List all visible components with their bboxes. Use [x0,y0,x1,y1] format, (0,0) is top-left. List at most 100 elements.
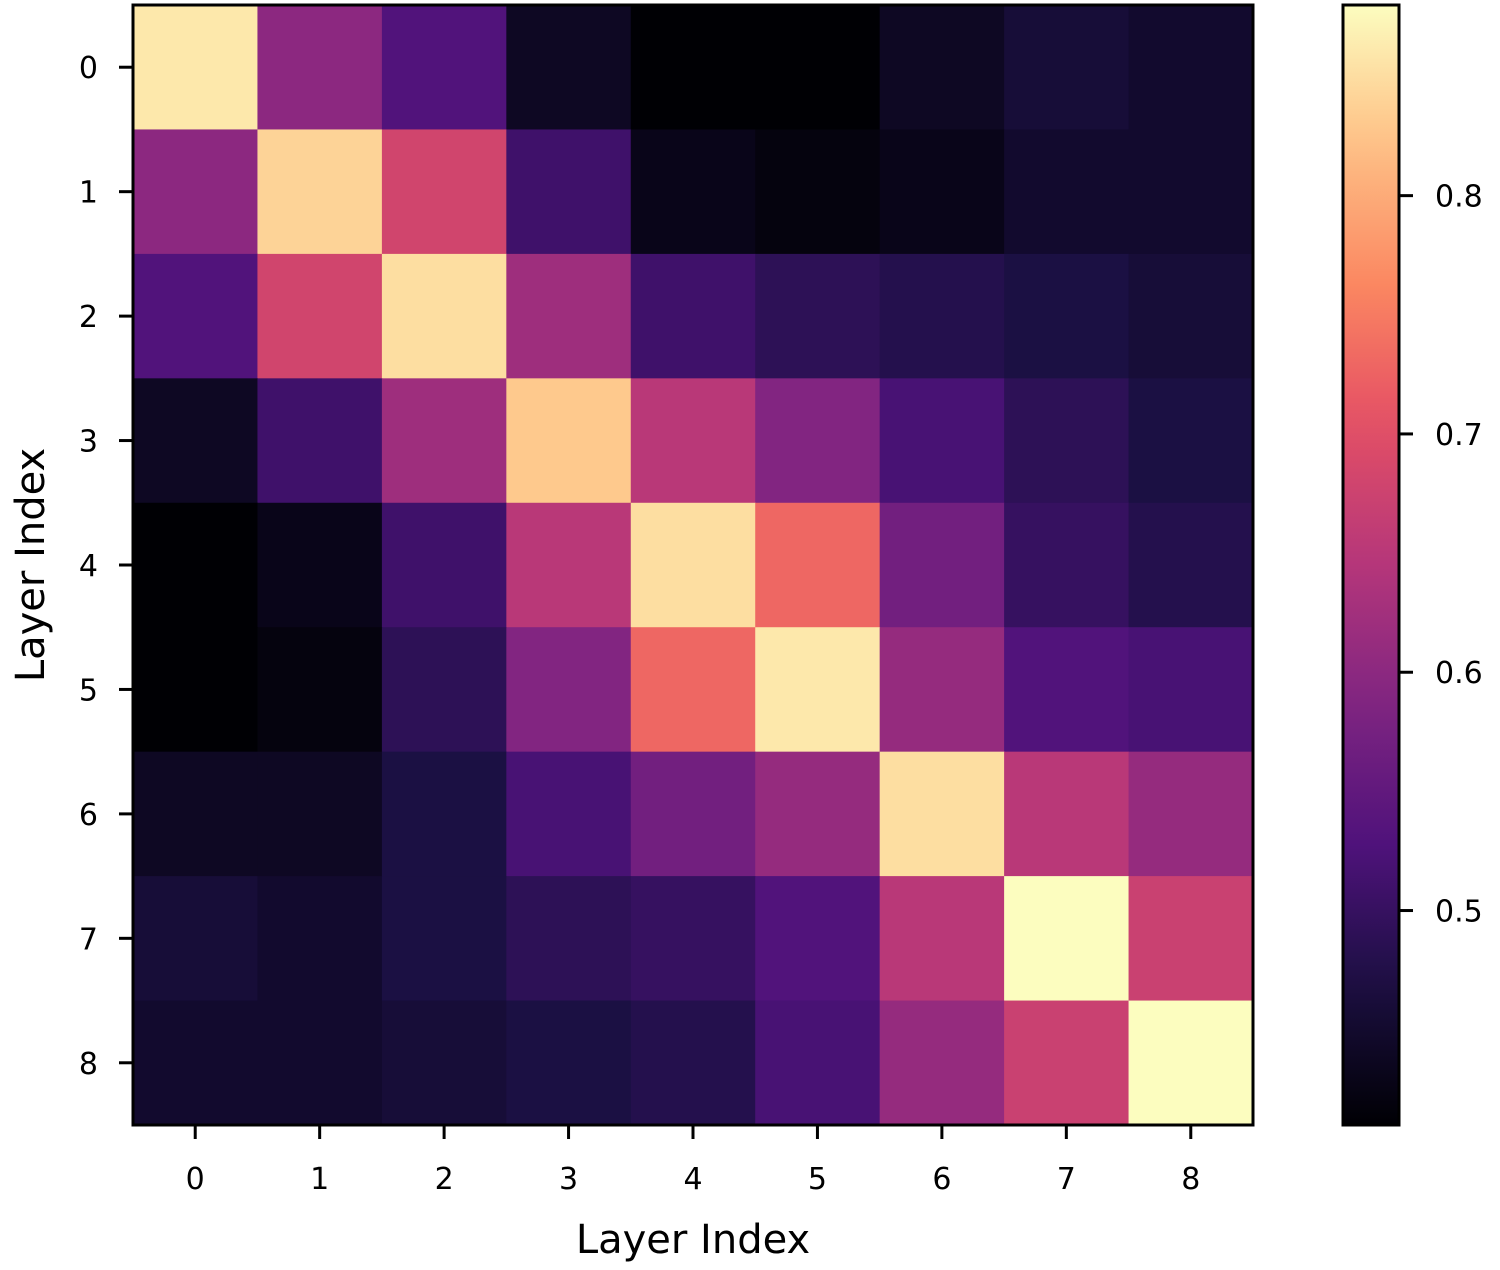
heatmap-cell-5-8 [1128,627,1254,753]
y-tick-label-6: 6 [79,798,98,833]
heatmap-cell-6-7 [1004,751,1130,877]
heatmap-cell-6-1 [257,751,383,877]
heatmap-cell-0-1 [257,5,383,130]
heatmap-cell-0-3 [506,5,632,130]
heatmap-cell-0-8 [1128,5,1254,130]
x-tick-label-5: 5 [808,1162,827,1197]
heatmap-cell-8-6 [879,1000,1005,1126]
heatmap-cell-1-7 [1004,129,1130,255]
heatmap-cell-1-6 [879,129,1005,255]
y-tick-label-5: 5 [79,673,98,708]
heatmap-cell-8-0 [133,1000,258,1126]
y-tick-label-0: 0 [79,51,98,86]
heatmap-cell-4-8 [1128,502,1254,628]
x-tick-label-2: 2 [435,1162,454,1197]
heatmap-cell-1-0 [133,129,258,255]
y-tick-label-3: 3 [79,425,98,460]
heatmap-cell-7-0 [133,876,258,1002]
heatmap-cell-7-2 [381,876,507,1002]
x-tick-label-7: 7 [1057,1162,1076,1197]
heatmap-cell-8-5 [755,1000,881,1126]
heatmap-cell-5-5 [755,627,881,753]
x-tick-label-0: 0 [186,1162,205,1197]
heatmap-cell-5-6 [879,627,1005,753]
heatmap-cell-2-6 [879,253,1005,379]
heatmap-cell-8-3 [506,1000,632,1126]
heatmap-cell-1-5 [755,129,881,255]
y-tick-label-8: 8 [79,1047,98,1082]
heatmap-cell-3-6 [879,378,1005,504]
heatmap-cell-5-1 [257,627,383,753]
heatmap-cell-7-7 [1004,876,1130,1002]
heatmap-cell-5-2 [381,627,507,753]
heatmap-cell-5-7 [1004,627,1130,753]
colorbar-ticks: 0.5 0.6 0.7 0.8 [1399,180,1483,930]
heatmap-cell-3-3 [506,378,632,504]
heatmap-cell-0-2 [381,5,507,130]
heatmap-cell-3-0 [133,378,258,504]
heatmap-cell-4-5 [755,502,881,628]
heatmap-cell-3-8 [1128,378,1254,504]
heatmap-cell-8-1 [257,1000,383,1126]
heatmap-cell-1-2 [381,129,507,255]
heatmap-cell-0-0 [133,5,258,130]
heatmap-cell-0-7 [1004,5,1130,130]
heatmap-cell-2-8 [1128,253,1254,379]
heatmap-cell-8-8 [1128,1000,1254,1126]
heatmap-cell-6-2 [381,751,507,877]
heatmap-cell-3-4 [630,378,756,504]
heatmap-cell-2-5 [755,253,881,379]
heatmap-cell-4-1 [257,502,383,628]
heatmap-cell-4-2 [381,502,507,628]
colorbar [1343,5,1399,1125]
heatmap-cell-5-0 [133,627,258,753]
heatmap-cell-7-6 [879,876,1005,1002]
heatmap-cell-7-5 [755,876,881,1002]
colorbar-tick-label-3: 0.8 [1435,180,1483,215]
heatmap-cell-6-6 [879,751,1005,877]
heatmap-cell-7-8 [1128,876,1254,1002]
x-tick-label-1: 1 [310,1162,329,1197]
heatmap-cell-6-4 [630,751,756,877]
heatmap-cell-0-6 [879,5,1005,130]
heatmap-cell-8-4 [630,1000,756,1126]
heatmap-cell-4-4 [630,502,756,628]
y-axis-label: Layer Index [8,448,54,682]
heatmap-cell-3-5 [755,378,881,504]
heatmap-cell-0-5 [755,5,881,130]
heatmap-cell-4-3 [506,502,632,628]
heatmap-cell-3-2 [381,378,507,504]
heatmap-cell-4-7 [1004,502,1130,628]
colorbar-tick-label-0: 0.5 [1435,895,1483,930]
y-tick-label-1: 1 [79,176,98,211]
heatmap-cell-5-4 [630,627,756,753]
heatmap-cell-6-5 [755,751,881,877]
heatmap-cell-8-2 [381,1000,507,1126]
x-tick-label-6: 6 [932,1162,951,1197]
heatmap-cell-3-7 [1004,378,1130,504]
heatmap-cell-2-4 [630,253,756,379]
heatmap-cell-6-0 [133,751,258,877]
x-tick-label-8: 8 [1181,1162,1200,1197]
x-axis-label: Layer Index [576,1217,810,1263]
x-tick-label-4: 4 [683,1162,702,1197]
heatmap-cell-2-0 [133,253,258,379]
heatmap-cells [133,5,1254,1126]
heatmap-cell-4-6 [879,502,1005,628]
y-tick-label-4: 4 [79,549,98,584]
heatmap-cell-1-1 [257,129,383,255]
colorbar-tick-label-1: 0.6 [1435,656,1483,691]
heatmap-cell-2-3 [506,253,632,379]
heatmap-cell-8-7 [1004,1000,1130,1126]
heatmap-cell-0-4 [630,5,756,130]
heatmap-cell-6-8 [1128,751,1254,877]
y-tick-label-7: 7 [79,922,98,957]
heatmap-cell-4-0 [133,502,258,628]
heatmap-cell-2-1 [257,253,383,379]
y-axis: 0 1 2 3 4 5 6 7 8 [79,51,133,1082]
heatmap-cell-6-3 [506,751,632,877]
heatmap-cell-1-3 [506,129,632,255]
heatmap-cell-1-4 [630,129,756,255]
